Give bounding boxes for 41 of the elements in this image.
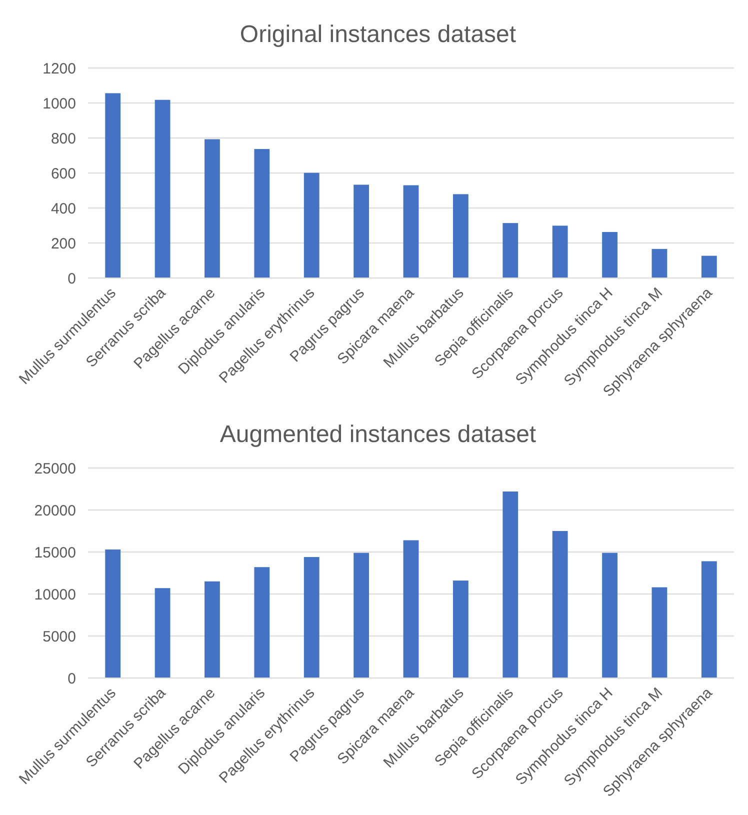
y-tick-label: 0 <box>68 670 76 688</box>
y-tick-label: 400 <box>50 200 76 218</box>
bar <box>154 588 170 678</box>
bar <box>154 100 170 278</box>
chart-title: Original instances dataset <box>240 21 516 48</box>
bar <box>652 248 668 278</box>
bar <box>452 194 468 278</box>
bar <box>254 567 270 678</box>
bar <box>403 185 419 278</box>
y-tick-label: 200 <box>50 235 76 252</box>
y-tick-label: 5000 <box>42 628 76 646</box>
bar <box>354 184 370 278</box>
bar <box>204 139 220 278</box>
bar <box>354 552 370 678</box>
bar <box>502 223 518 278</box>
bar <box>105 93 121 278</box>
bar <box>652 587 668 678</box>
y-tick-label: 600 <box>50 165 76 182</box>
y-tick-label: 1200 <box>42 60 76 78</box>
bar <box>602 232 618 278</box>
bar <box>304 172 320 278</box>
y-tick-label: 20000 <box>34 502 76 520</box>
y-tick-label: 800 <box>50 130 76 148</box>
bar <box>502 492 518 678</box>
bar <box>602 552 618 678</box>
bar <box>552 531 568 678</box>
bar <box>701 561 717 678</box>
bar <box>254 149 270 278</box>
y-tick-label: 25000 <box>34 460 76 478</box>
y-tick-label: 15000 <box>34 544 76 562</box>
bar <box>304 557 320 678</box>
bar <box>105 549 121 678</box>
bar <box>552 226 568 278</box>
y-tick-label: 1000 <box>42 95 76 112</box>
bar <box>452 580 468 678</box>
y-tick-label: 0 <box>68 270 76 288</box>
bar <box>204 581 220 678</box>
bar <box>403 540 419 678</box>
y-tick-label: 10000 <box>34 586 76 604</box>
bar <box>701 256 717 278</box>
chart-title: Augmented instances dataset <box>220 421 536 448</box>
